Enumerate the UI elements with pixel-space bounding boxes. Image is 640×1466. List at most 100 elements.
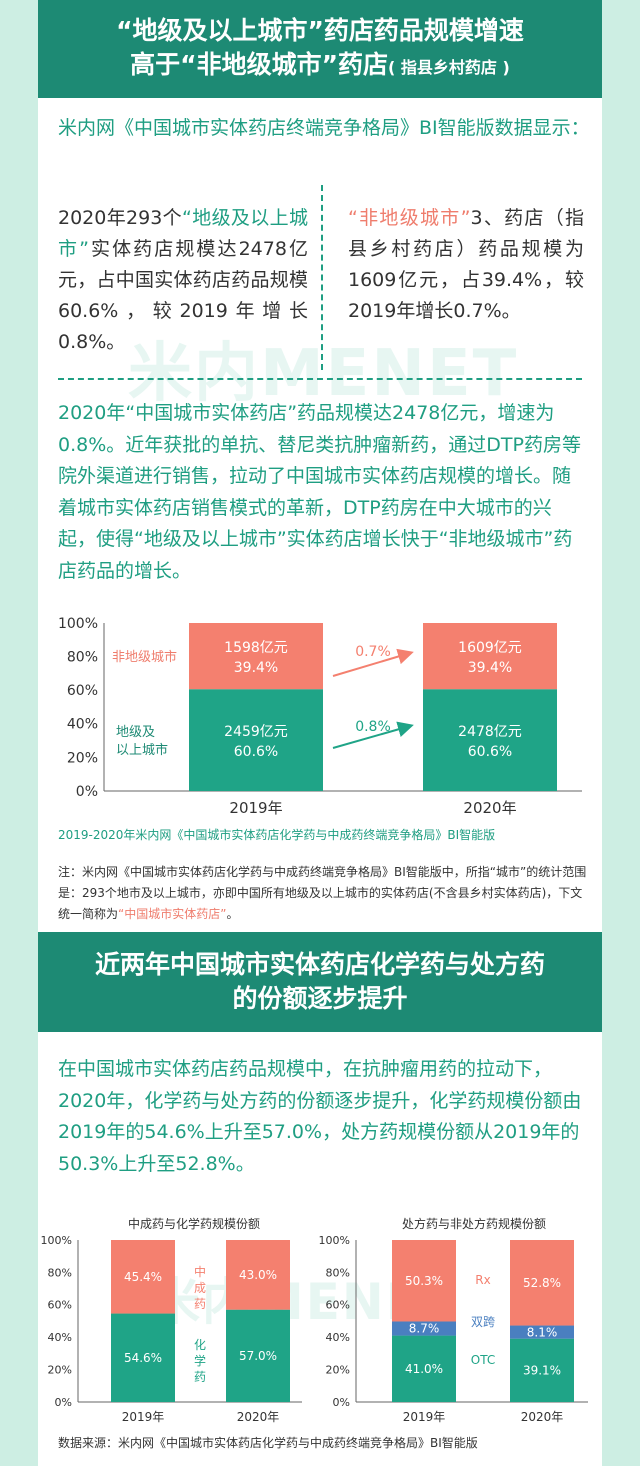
section1-panel [38,98,602,932]
intro-text: 米内网《中国城市实体药店终端竞争格局》BI智能版数据显示： [58,117,590,139]
series-label-tcm-1: 中 [194,1264,206,1279]
x-tick-label: 2019年 [122,1410,165,1424]
y-tick-label: 100% [41,1234,72,1247]
bar-amount-label: 2478亿元 [458,724,522,740]
right-column-text: “非地级城市”3、药店（指县乡村药店）药品规模为1609亿元，占39.4%，较2… [348,203,584,327]
series-label-prefecture-1: 地级及 [116,725,155,740]
bar-percent-label: 43.0% [239,1268,277,1282]
bar-percent-label: 60.6% [468,744,512,760]
bar-percent-label: 39.4% [234,660,278,676]
left-col-part1: 2020年293个 [58,207,183,229]
series-label-prefecture-2: 以上城市 [116,742,168,758]
chart2-title: 中成药与化学药规模份额 [128,1217,261,1231]
chart-tcm-chem-share: 0% 20% 40% 60% 80% 100% 54.6% 45.4% 2019年 57.0% 43… [41,1234,302,1424]
left-col-part2: 实体药店规模达2478亿元，占中国实体药店药品规模60.6%，较2019年增长0… [58,238,309,353]
series-label-otc: OTC [471,1353,495,1367]
banner1-line2-note: ( 指县乡村药店 ) [388,58,510,77]
bar-segment [111,1313,175,1402]
y-tick-label: 0% [333,1396,350,1409]
y-tick-label: 40% [326,1331,350,1344]
banner2-line2: 的份额逐步提升 [232,984,408,1013]
bar-segment [226,1240,290,1310]
source2: 数据来源：米内网《中国城市实体药店化学药与中成药终端竞争格局》BI智能版 [58,1436,478,1450]
bar-percent-label: 39.1% [523,1364,561,1378]
bar-percent-label: 8.7% [409,1322,440,1336]
bar-segment [423,623,557,690]
bar-segment [226,1309,290,1402]
chart-city-scale: 0% 20% 40% 60% 80% 100% 2459亿元 60.6% 1598亿元 39.4%… [58,616,582,817]
bar-percent-label: 52.8% [523,1276,561,1290]
y-tick-label: 60% [326,1299,350,1312]
banner1-line2-text: 高于“非地级城市”药店 [130,50,389,79]
bar-percent-label: 57.0% [239,1349,277,1363]
y-tick-label: 20% [326,1363,350,1376]
paragraph2: 在中国城市实体药店药品规模中，在抗肿瘤用药的拉动下，2020年，化学药与处方药的… [58,1058,582,1175]
series-label-tcm-3: 药 [194,1297,206,1311]
y-tick-label: 80% [48,1266,72,1279]
y-tick-label: 40% [67,717,98,733]
series-label-chem-3: 药 [194,1370,206,1384]
y-tick-label: 20% [67,750,98,766]
series-label-rx: Rx [475,1273,490,1287]
bar-percent-label: 50.3% [405,1274,443,1288]
note-end: 。 [226,907,239,921]
bar-segment [392,1335,456,1402]
left-col-highlight: “地级及以上城市” [58,207,308,260]
vertical-divider [321,185,323,370]
growth-label-prefecture: 0.8% [355,719,391,735]
series-label-chem-2: 学 [194,1353,206,1368]
bar-segment [189,689,323,791]
chart-rx-otc-share: 0% 20% 40% 60% 80% 100% 41.0% 8.7% 50.3% 2019年 39.… [319,1234,588,1424]
left-column-text: 2020年293个“地级及以上城市”实体药店规模达2478亿元，占中国实体药店药… [58,203,308,358]
growth-arrow-prefecture [332,721,414,749]
y-tick-label: 0% [55,1396,72,1409]
note-text: 注：米内网《中国城市实体药店化学药与中成药终端竞争格局》BI智能版中，所指“城市… [58,862,588,925]
paragraph1: 2020年“中国城市实体药店”药品规模达2478亿元，增速为0.8%。近年获批的… [58,402,581,582]
x-tick-label: 2020年 [521,1410,564,1424]
x-tick-label: 2019年 [403,1410,446,1424]
right-col-highlight: “非地级城市” [348,207,471,229]
banner1-line1: “地级及以上城市”药店药品规模增速 [116,16,524,45]
chart3-title: 处方药与非处方药规模份额 [402,1217,547,1231]
chart1-source: 2019-2020年米内网《中国城市实体药店化学药与中成药终端竞争格局》BI智能… [58,828,496,842]
bar-segment [510,1325,574,1339]
y-tick-label: 40% [48,1331,72,1344]
section1-banner: “地级及以上城市”药店药品规模增速 高于“非地级城市”药店( 指县乡村药店 ) [38,0,602,98]
bar-segment [392,1240,456,1322]
series-label-nonprefecture: 非地级城市 [112,649,177,665]
horizontal-divider [58,378,582,380]
right-col-part1: 3、药店（指县乡村药店）药品规模为1609亿元，占39.4%，较2019年增长0… [348,207,585,322]
series-label-dual: 双跨 [471,1315,495,1329]
y-tick-label: 100% [58,616,98,632]
bar-segment [510,1338,574,1402]
bar-segment [510,1240,574,1326]
note-body: 注：米内网《中国城市实体药店化学药与中成药终端竞争格局》BI智能版中，所指“城市… [58,865,587,921]
bar-segment [111,1240,175,1314]
note-highlight: “中国城市实体药店” [118,907,227,921]
y-tick-label: 60% [48,1299,72,1312]
bar-amount-label: 1609亿元 [458,640,522,656]
y-tick-label: 80% [326,1266,350,1279]
bar-segment [189,623,323,690]
y-tick-label: 0% [76,784,98,800]
bar-percent-label: 45.4% [124,1270,162,1284]
series-label-tcm-2: 成 [194,1281,206,1295]
y-tick-label: 60% [67,683,98,699]
series-label-chem-1: 化 [194,1338,206,1352]
bar-percent-label: 60.6% [234,744,278,760]
y-tick-label: 80% [67,650,98,666]
x-tick-label: 2020年 [463,799,516,817]
x-tick-label: 2019年 [229,799,282,817]
bar-percent-label: 39.4% [468,660,512,676]
growth-arrow-nonprefecture [332,648,414,677]
bar-segment [423,689,557,791]
banner1-line2: 高于“非地级城市”药店( 指县乡村药店 ) [38,48,602,85]
bar-amount-label: 2459亿元 [224,724,288,740]
y-tick-label: 100% [319,1234,350,1247]
x-tick-label: 2020年 [237,1410,280,1424]
section2-banner: 近两年中国城市实体药店化学药与处方药 的份额逐步提升 [38,932,602,1032]
bar-amount-label: 1598亿元 [224,640,288,656]
bar-percent-label: 8.1% [527,1325,558,1339]
bar-segment [392,1321,456,1336]
bar-percent-label: 54.6% [124,1351,162,1365]
